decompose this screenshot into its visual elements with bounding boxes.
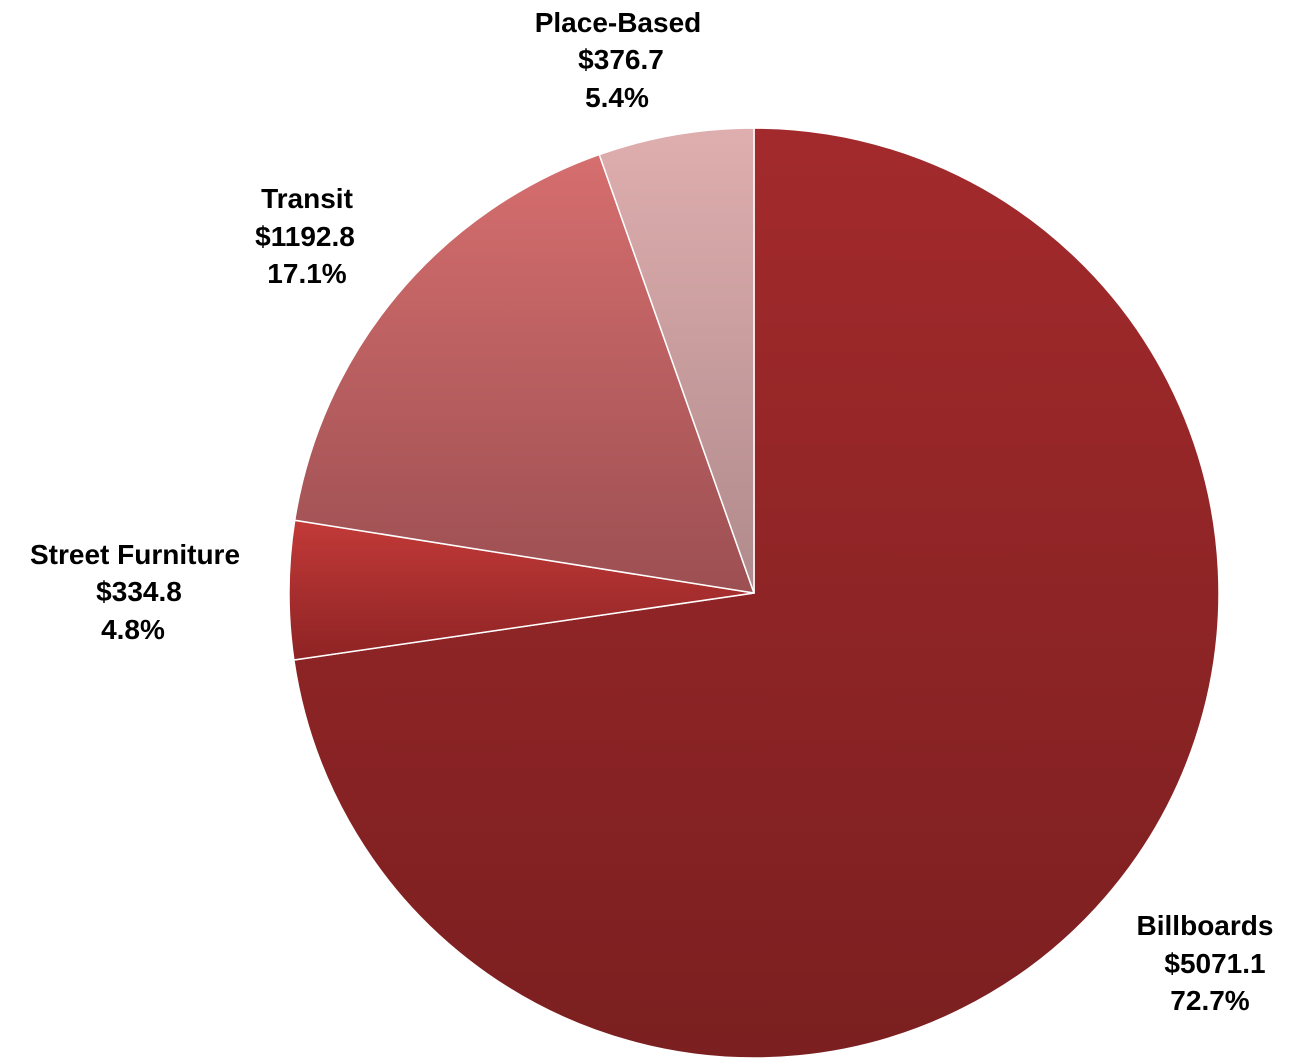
slice-name-place-based: Place-Based [535, 7, 702, 38]
slice-value-billboards: $5071.1 [1164, 948, 1265, 979]
slice-label-place-based: Place-Based $376.7 5.4% [535, 7, 702, 113]
slice-percent-billboards: 72.7% [1170, 985, 1249, 1016]
slice-value-transit: $1192.8 [255, 221, 355, 252]
slice-name-billboards: Billboards [1137, 910, 1274, 941]
slice-percent-place-based: 5.4% [585, 82, 649, 113]
pie-slice-billboards [293, 127, 1220, 1059]
slice-percent-street-furniture: 4.8% [101, 614, 165, 645]
pie-slice-place-based [598, 127, 755, 594]
slice-value-place-based: $376.7 [578, 44, 664, 75]
slice-name-street-furniture: Street Furniture [30, 539, 240, 570]
slice-value-street-furniture: $334.8 [96, 576, 182, 607]
pie-slices [288, 127, 1220, 1059]
pie-slice-transit [293, 153, 755, 594]
slice-name-transit: Transit [261, 183, 353, 214]
slice-label-transit: Transit $1192.8 17.1% [255, 183, 355, 289]
slice-label-billboards: Billboards $5071.1 72.7% [1137, 910, 1274, 1016]
slice-label-street-furniture: Street Furniture $334.8 4.8% [30, 539, 240, 645]
slice-percent-transit: 17.1% [267, 258, 346, 289]
